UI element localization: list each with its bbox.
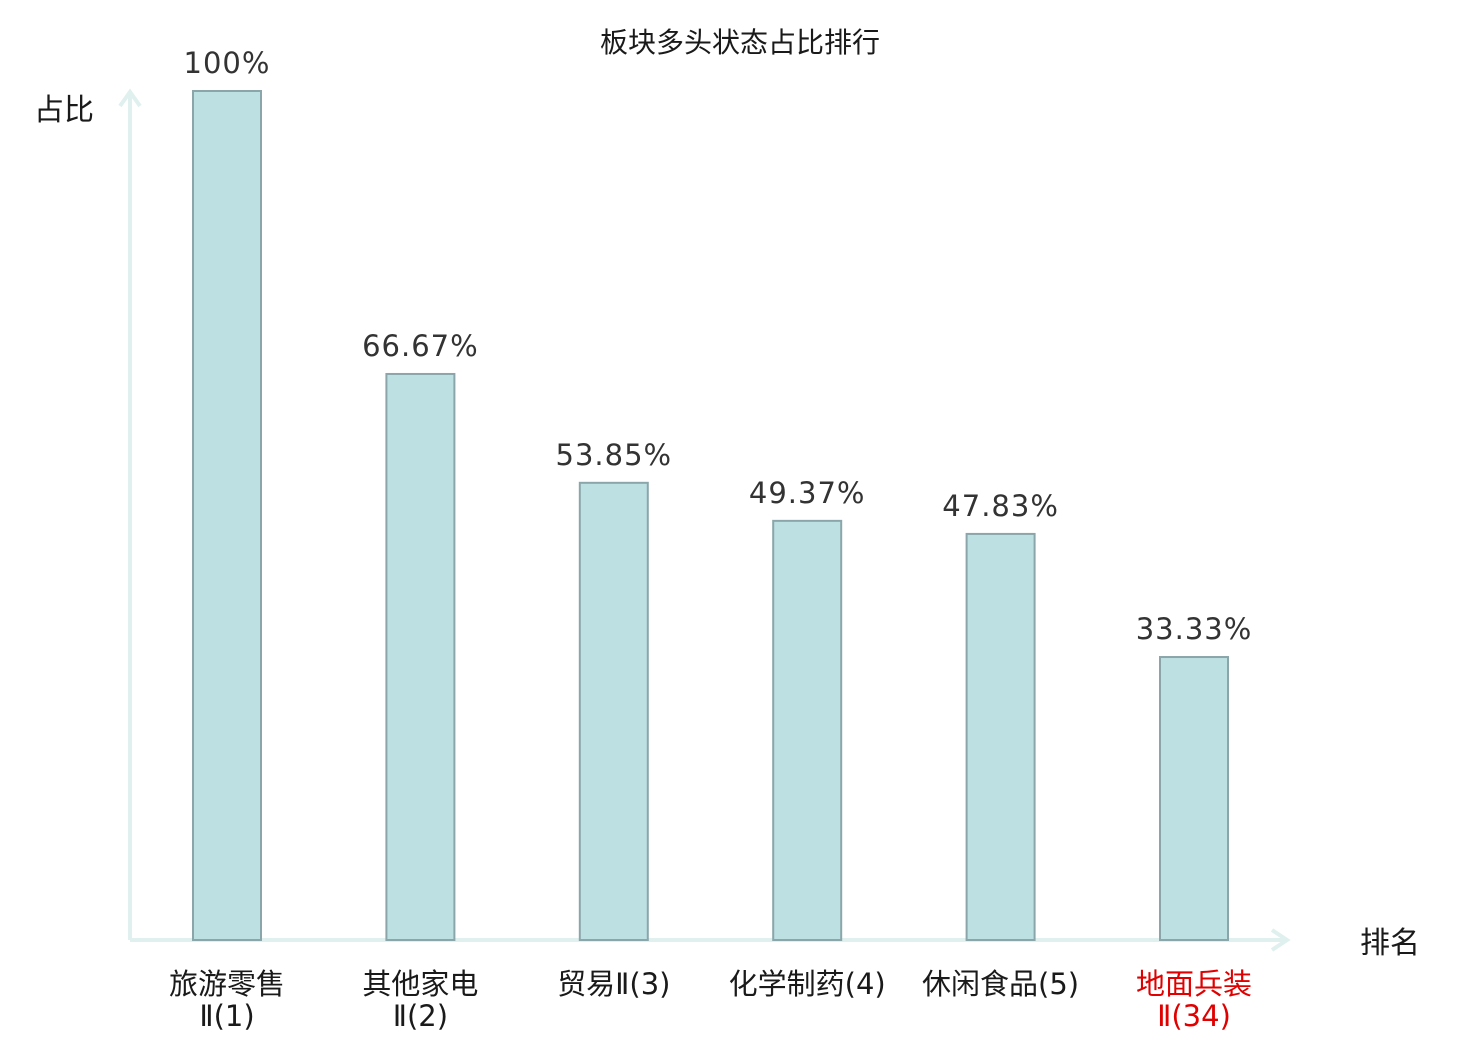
bar xyxy=(772,519,843,941)
x-axis-arrow xyxy=(1270,928,1291,952)
x-tick-label: Ⅱ(2) xyxy=(393,999,448,1033)
x-axis-label: 排名 xyxy=(1360,926,1420,961)
x-tick-label: 休闲食品(5) xyxy=(922,967,1079,1001)
bar xyxy=(578,481,649,941)
data-label: 33.33% xyxy=(1136,612,1253,646)
x-tick-label: 旅游零售 xyxy=(169,967,285,1001)
data-label: 47.83% xyxy=(942,489,1059,523)
y-axis-arrow xyxy=(118,88,142,108)
x-tick-label: 其他家电 xyxy=(362,967,478,1001)
bar xyxy=(192,90,262,941)
x-tick-label: 贸易Ⅱ(3) xyxy=(557,967,670,1001)
data-label: 53.85% xyxy=(556,438,673,472)
x-tick-label: Ⅱ(34) xyxy=(1157,999,1231,1033)
x-tick-label: Ⅱ(1) xyxy=(199,999,254,1033)
data-label: 66.67% xyxy=(362,329,479,363)
value-labels: 100% 66.67% 53.85% 49.37% 47.83% 33.33% xyxy=(184,46,1253,646)
data-label: 49.37% xyxy=(749,476,866,510)
axes xyxy=(118,88,1291,952)
x-tick-label: 地面兵装 xyxy=(1136,967,1252,1001)
x-tick-label: 化学制药(4) xyxy=(729,967,886,1001)
bar xyxy=(965,532,1036,941)
bar-series xyxy=(192,90,1229,942)
data-label: 100% xyxy=(184,46,271,80)
bar xyxy=(1159,656,1229,942)
y-axis-label: 占比 xyxy=(34,93,94,128)
bar xyxy=(385,372,456,942)
chart-title: 板块多头状态占比排行 xyxy=(600,26,880,59)
